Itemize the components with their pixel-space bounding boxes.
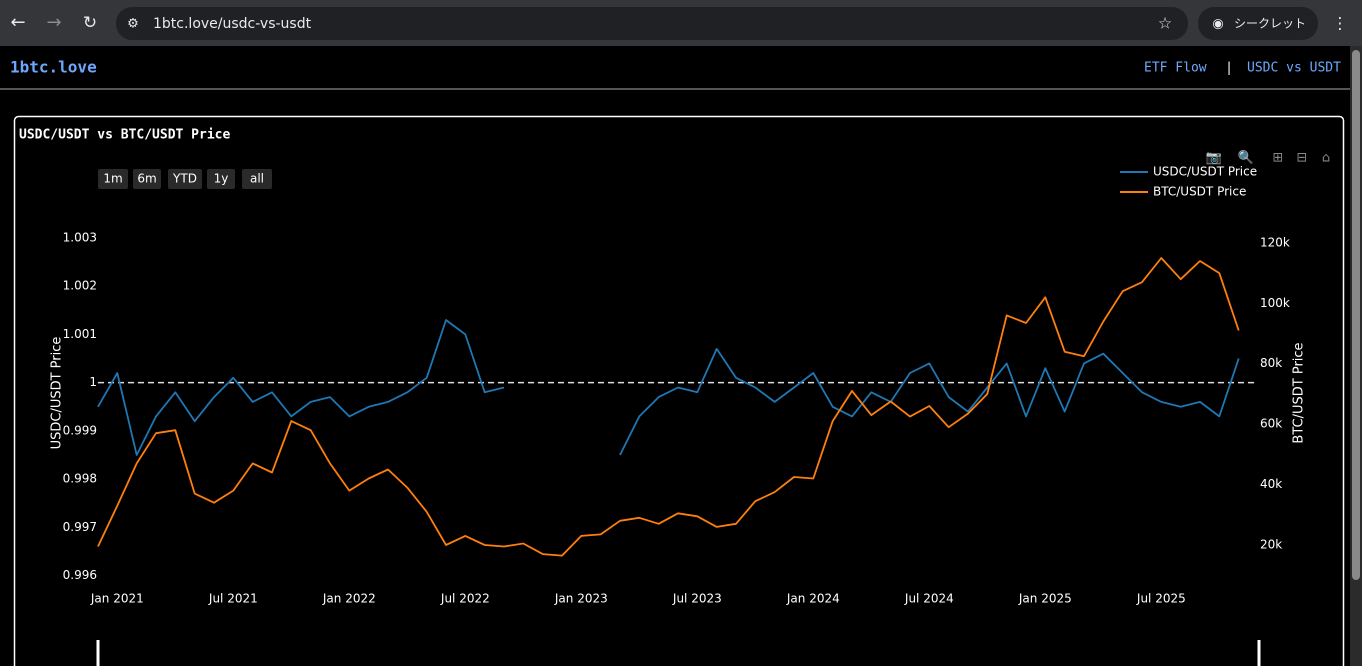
y-axis-title: USDC/USDT Price [50,337,65,450]
y-tick-label: 0.998 [63,472,97,486]
y2-tick-label: 20k [1260,537,1282,551]
menu-button[interactable]: ⋮ [1332,14,1348,33]
x-tick-label: Jul 2023 [672,592,722,606]
y2-tick-label: 60k [1260,417,1282,431]
range-button[interactable] [133,169,161,189]
incognito-icon: ◉ [1212,17,1223,32]
address-bar[interactable] [116,7,1188,40]
y2-tick-label: 40k [1260,477,1282,491]
y-tick-label: 1.002 [63,279,97,293]
y2-axis-title: BTC/USDT Price [1292,342,1307,443]
incognito-label: シークレット [1234,17,1306,31]
y-tick-label: 1 [89,375,97,389]
series-line [97,319,1240,456]
legend-label[interactable]: USDC/USDT Price [1153,165,1257,179]
home-button[interactable]: ⌂ [1322,151,1330,166]
legend-label[interactable]: BTC/USDT Price [1153,185,1246,199]
y-tick-label: 1.003 [63,230,97,244]
y-tick-label: 1.001 [63,327,97,341]
range-button[interactable] [207,169,235,189]
y2-tick-label: 100k [1260,296,1290,310]
range-button-label[interactable]: YTD [172,172,197,186]
url[interactable]: 1btc.love/usdc-vs-usdt [153,16,312,32]
bookmark-star[interactable]: ☆ [1158,14,1172,33]
y2-tick-label: 120k [1260,235,1290,249]
y-tick-label: 0.999 [63,423,97,437]
x-tick-label: Jan 2024 [786,592,840,606]
x-tick-label: Jan 2023 [554,592,608,606]
nav-separator: | [1225,61,1233,76]
range-button-label[interactable]: all [250,172,264,186]
zoom-out-button[interactable]: ⊟ [1297,151,1308,166]
x-tick-label: Jul 2022 [440,592,490,606]
y2-tick-label: 80k [1260,356,1282,370]
chart-title: USDC/USDT vs BTC/USDT Price [19,128,230,143]
modebar: 📷 🔍 ⊞ ⊟ ⌂ [1206,149,1330,166]
scrollbar-thumb[interactable] [1352,50,1360,580]
range-button-label[interactable]: 1y [214,172,229,186]
nav-link[interactable]: ETF Flow [1144,61,1207,76]
site-logo[interactable]: 1btc.love [10,58,97,77]
range-button[interactable] [98,169,128,189]
x-tick-label: Jul 2025 [1136,592,1186,606]
site-info-icon[interactable]: ⚙ [127,17,139,32]
range-button-label[interactable]: 1m [103,172,122,186]
back-button[interactable]: ← [10,12,25,33]
nav-link[interactable]: USDC vs USDT [1247,61,1341,76]
x-tick-label: Jul 2021 [208,592,258,606]
x-tick-label: Jul 2024 [904,592,954,606]
x-tick-label: Jan 2022 [322,592,376,606]
range-button[interactable] [242,169,272,189]
x-tick-label: Jan 2025 [1018,592,1072,606]
zoom-button[interactable]: 🔍 [1238,149,1254,166]
y-tick-label: 0.997 [63,520,97,534]
series-line [97,257,1240,557]
incognito-badge[interactable] [1198,7,1318,40]
reload-button[interactable]: ↻ [83,13,97,33]
zoom-in-button[interactable]: ⊞ [1273,151,1284,166]
chart-panel [13,115,1345,666]
range-button-label[interactable]: 6m [137,172,156,186]
camera-button[interactable]: 📷 [1206,151,1222,166]
range-button[interactable] [168,169,202,189]
forward-button[interactable]: → [46,12,61,33]
y-tick-label: 0.996 [63,568,97,582]
x-tick-label: Jan 2021 [90,592,144,606]
